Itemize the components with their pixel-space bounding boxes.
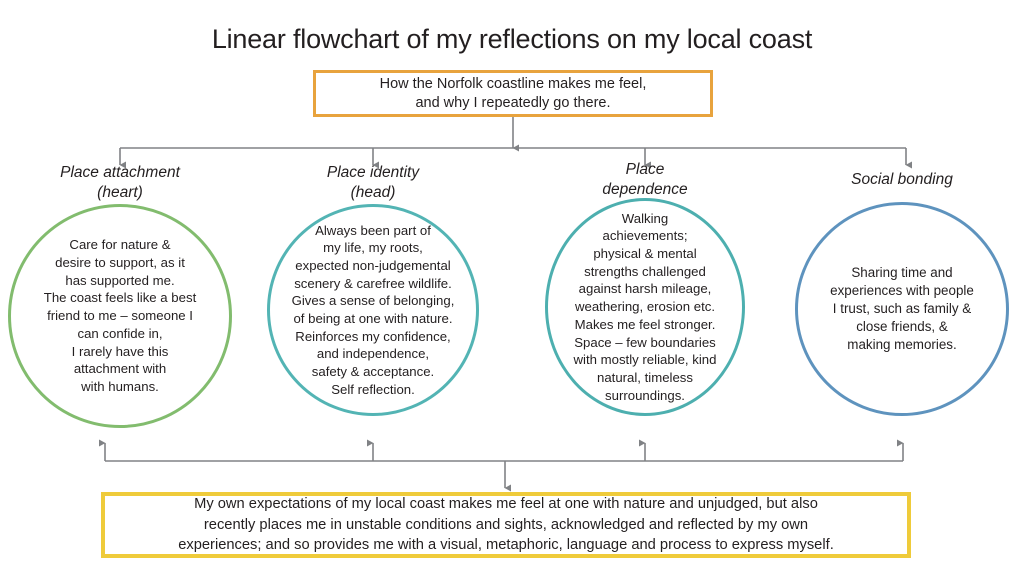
body-line: scenery & carefree wildlife. (294, 275, 452, 291)
node-label-line-1: Place identity (326, 164, 420, 181)
bottom-summary-box: My own expectations of my local coast ma… (101, 492, 911, 558)
body-line: I rarely have this (71, 343, 169, 359)
body-line: attachment with (73, 361, 167, 377)
node-place-attachment-body: Care for nature & desire to support, as … (12, 236, 229, 395)
bottom-summary-line-1: My own expectations of my local coast ma… (194, 495, 818, 512)
node-label-line-1: Place attachment (60, 164, 180, 181)
top-statement-line-1: How the Norfolk coastline makes me feel, (379, 75, 647, 92)
body-line: with mostly reliable, kind (573, 352, 717, 368)
body-line: Walking (621, 210, 669, 226)
node-place-dependence-circle: Walking achievements; physical & mental … (545, 198, 745, 416)
body-line: making memories. (847, 336, 957, 352)
body-line: strengths challenged (584, 263, 706, 279)
body-line: physical & mental (593, 246, 697, 262)
body-line: natural, timeless (596, 369, 693, 385)
body-line: close friends, & (856, 318, 948, 334)
node-social-bonding-label: Social bonding (795, 170, 1009, 190)
body-line: Gives a sense of belonging, (291, 293, 455, 309)
node-place-attachment-circle: Care for nature & desire to support, as … (8, 204, 232, 428)
body-line: Space – few boundaries (574, 334, 716, 350)
body-line: has supported me. (65, 272, 175, 288)
body-line: Care for nature & (69, 237, 171, 253)
body-line: Sharing time and (851, 265, 953, 281)
node-label-line-1: Place (625, 161, 665, 178)
node-social-bonding-body: Sharing time and experiences with people… (798, 264, 1006, 354)
node-place-identity-label: Place identity (head) (267, 163, 479, 202)
body-line: The coast feels like a best (43, 290, 197, 306)
body-line: with humans. (81, 378, 159, 394)
body-line: Makes me feel stronger. (574, 316, 716, 332)
body-line: I trust, such as family & (832, 301, 972, 317)
bottom-summary-line-3: experiences; and so provides me with a v… (178, 537, 834, 554)
node-place-identity-body: Always been part of my life, my roots, e… (270, 222, 476, 399)
bottom-summary-text: My own expectations of my local coast ma… (178, 494, 834, 557)
body-line: Self reflection. (331, 381, 415, 397)
body-line: Always been part of (315, 222, 431, 238)
node-label-line-2: (heart) (97, 183, 143, 201)
node-label-line-2: (head) (350, 183, 396, 201)
node-place-dependence-label: Place dependence (545, 160, 745, 199)
top-statement-line-2: and why I repeatedly go there. (415, 94, 611, 111)
node-place-dependence-body: Walking achievements; physical & mental … (548, 210, 742, 405)
body-line: weathering, erosion etc. (574, 299, 715, 315)
node-place-identity-circle: Always been part of my life, my roots, e… (267, 204, 479, 416)
body-line: desire to support, as it (55, 255, 185, 271)
body-line: of being at one with nature. (293, 311, 453, 326)
bottom-summary-line-2: recently places me in unstable condition… (203, 516, 809, 533)
body-line: my life, my roots, (323, 240, 423, 256)
body-line: and independence, (316, 346, 430, 362)
body-line: surroundings. (605, 387, 685, 403)
top-statement-box: How the Norfolk coastline makes me feel,… (313, 70, 713, 117)
body-line: against harsh mileage, (578, 281, 712, 297)
body-line: safety & acceptance. (311, 364, 435, 380)
body-line: achievements; (602, 228, 688, 244)
node-place-attachment-label: Place attachment (heart) (8, 163, 232, 202)
body-line: Reinforces my confidence, (295, 328, 451, 344)
body-line: can confide in, (77, 325, 163, 341)
top-statement-text: How the Norfolk coastline makes me feel,… (380, 75, 647, 113)
body-line: expected non-judgemental (295, 257, 451, 273)
body-line: experiences with people (830, 283, 974, 299)
body-line: friend to me – someone I (47, 308, 193, 324)
node-label-line-2: dependence (602, 180, 688, 198)
page-title: Linear flowchart of my reflections on my… (211, 24, 813, 54)
node-social-bonding-circle: Sharing time and experiences with people… (795, 202, 1009, 416)
node-label-line-1: Social bonding (851, 171, 953, 188)
